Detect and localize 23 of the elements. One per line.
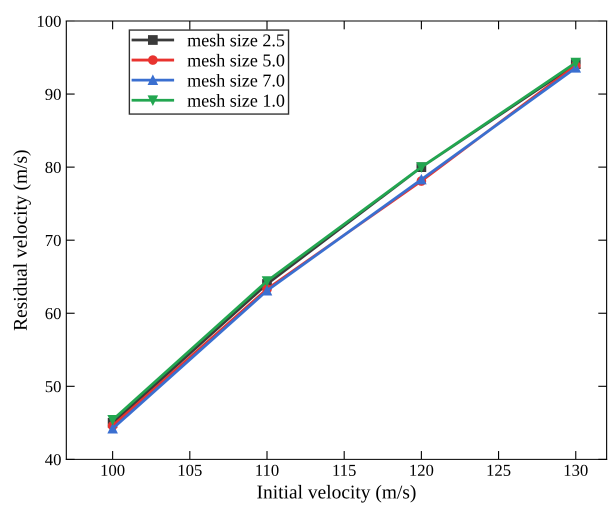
x-tick-label: 125 (488, 464, 510, 476)
y-tick-label: 60 (46, 308, 61, 320)
y-tick-label: 50 (46, 381, 61, 392)
legend-label: mesh size 7.0 (188, 74, 284, 87)
y-tick-label: 80 (45, 162, 61, 174)
x-tick-label: 100 (102, 464, 124, 476)
point (262, 276, 272, 286)
legend-label: mesh size 5.0 (188, 54, 284, 67)
y-tick-label: 70 (46, 234, 61, 246)
x-tick-label: 115 (333, 464, 356, 476)
point (108, 415, 118, 425)
y-tick-label: 100 (38, 16, 61, 27)
x-tick-label: 105 (178, 464, 202, 476)
x-tick-label: 110 (256, 464, 279, 476)
legend-label: mesh size 2.5 (188, 34, 284, 47)
y-axis-title: Residual velocity (m/s) (13, 150, 31, 330)
y-tick-label: 90 (45, 88, 61, 100)
legend-label: mesh size 1.0 (188, 94, 284, 107)
x-tick-label: 130 (564, 464, 588, 476)
y-tick-label: 40 (45, 454, 61, 466)
point (108, 424, 118, 434)
x-axis-title: Initial velocity (m/s) (257, 484, 416, 503)
x-tick-label: 120 (410, 464, 434, 476)
